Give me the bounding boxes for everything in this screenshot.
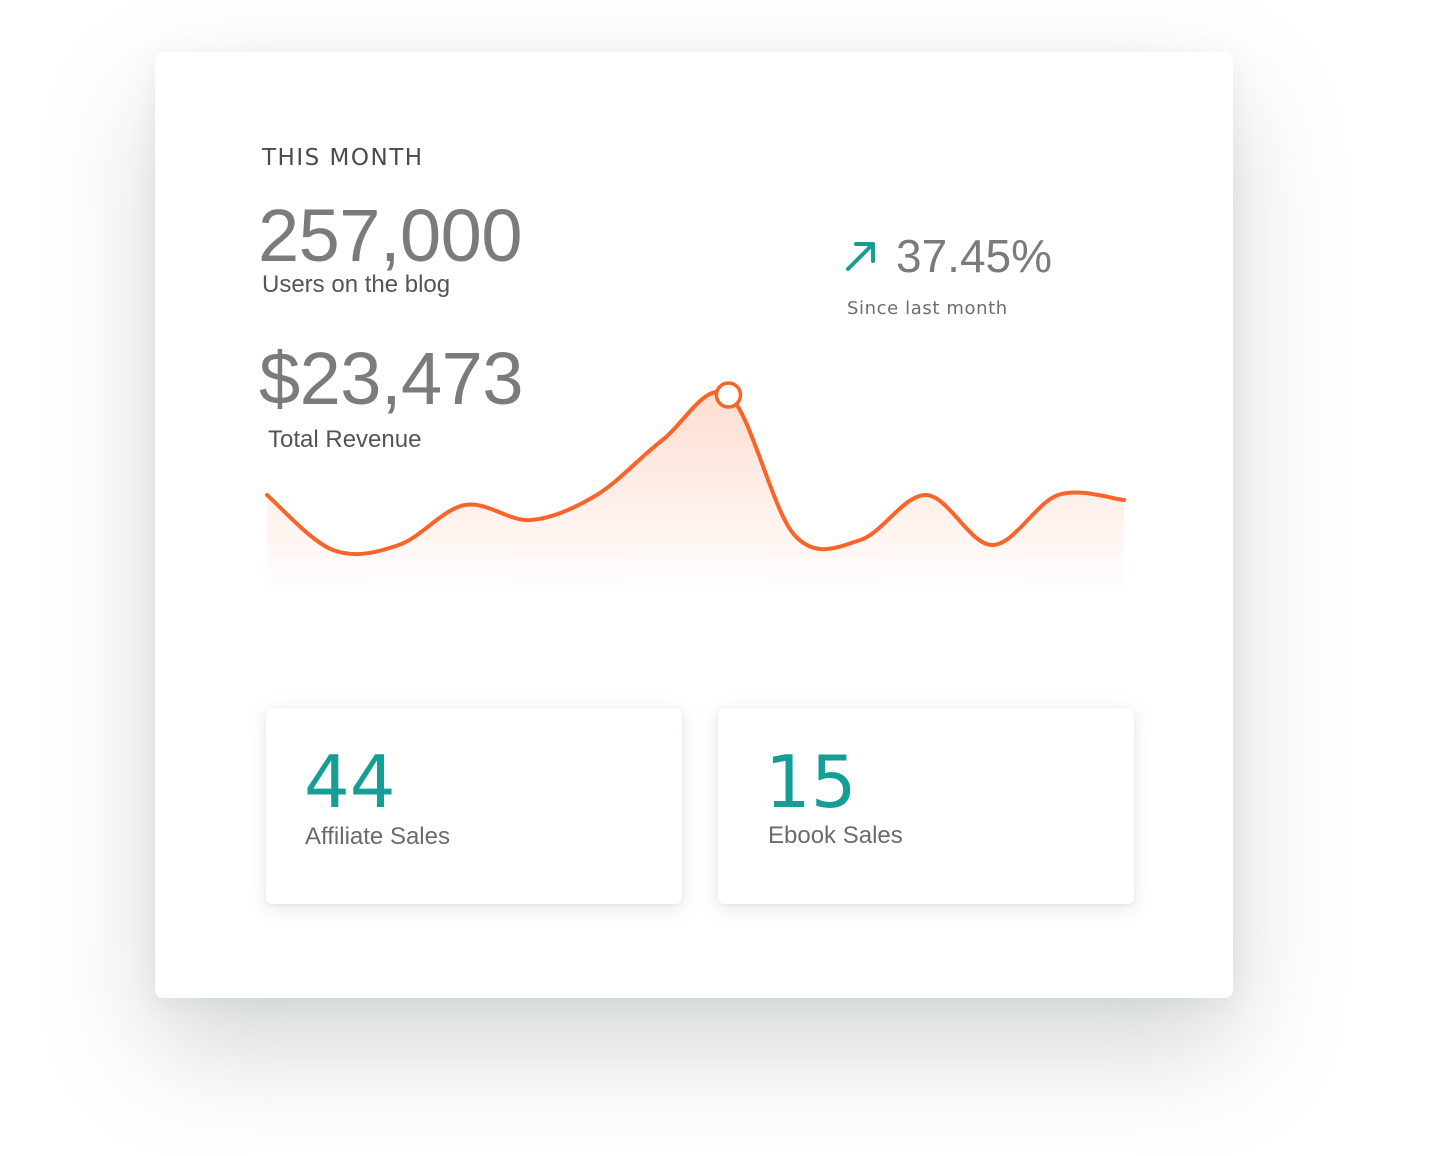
revenue-value: $23,473 bbox=[259, 337, 524, 420]
ebook-sales-card: 15 Ebook Sales bbox=[718, 708, 1134, 904]
ebook-sales-value: 15 bbox=[765, 740, 857, 824]
affiliate-sales-card: 44 Affiliate Sales bbox=[266, 708, 682, 904]
revenue-caption: Total Revenue bbox=[268, 426, 422, 453]
affiliate-sales-value: 44 bbox=[304, 740, 396, 824]
period-label: THIS MONTH bbox=[262, 145, 424, 171]
change-caption: Since last month bbox=[847, 298, 1008, 319]
change-percent: 37.45% bbox=[896, 230, 1053, 282]
users-caption: Users on the blog bbox=[262, 271, 451, 298]
arrow-up-right-icon bbox=[846, 242, 875, 271]
users-value: 257,000 bbox=[258, 194, 523, 277]
affiliate-sales-caption: Affiliate Sales bbox=[305, 823, 450, 850]
ebook-sales-caption: Ebook Sales bbox=[768, 822, 903, 849]
